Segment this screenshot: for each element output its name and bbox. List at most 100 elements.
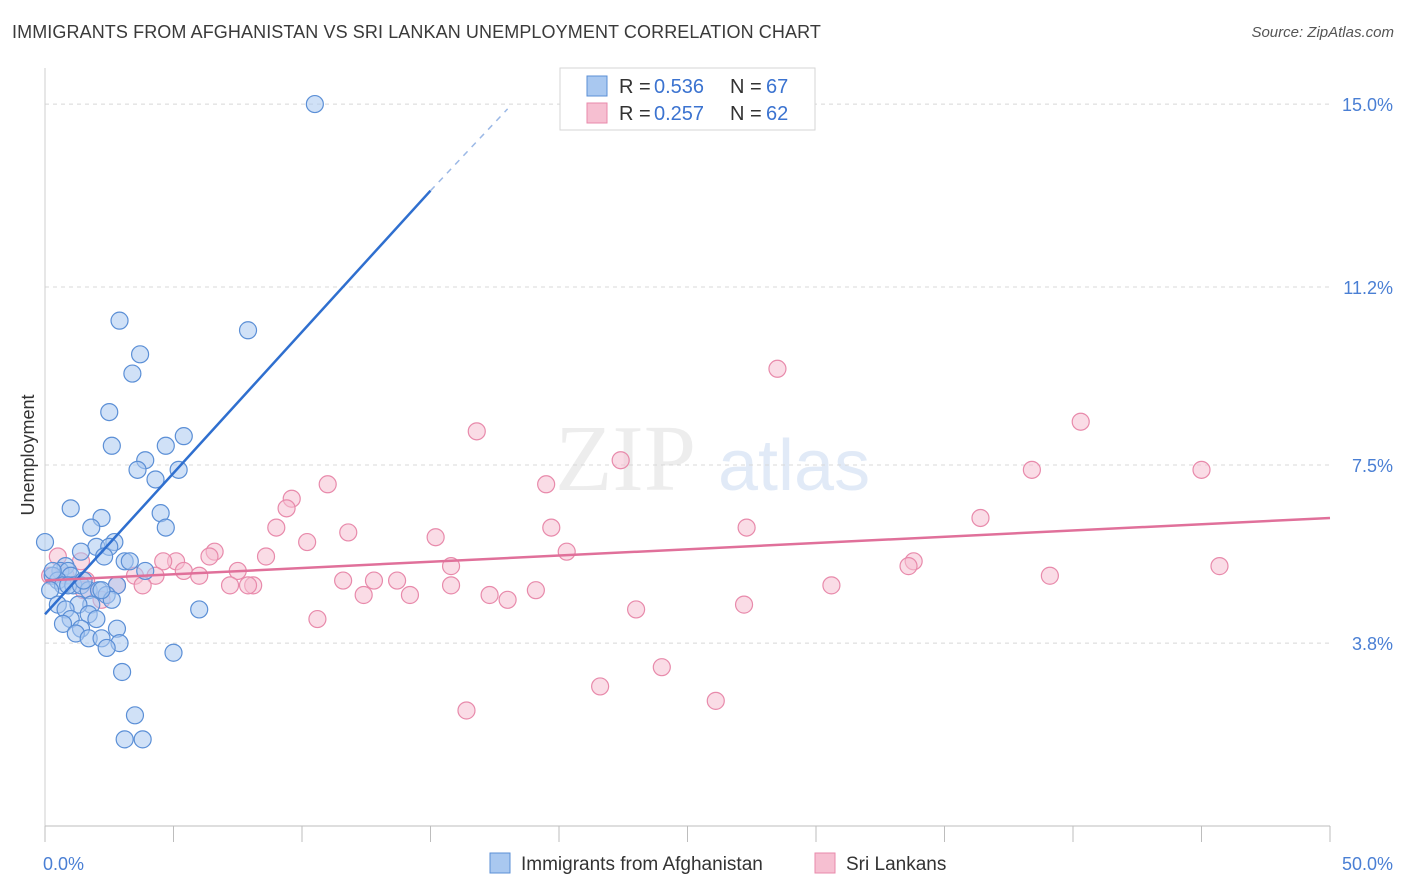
afghanistan-point xyxy=(164,643,183,662)
legend-n-value: 67 xyxy=(766,76,788,98)
y-tick-label: 11.2% xyxy=(1343,278,1393,298)
afghanistan-point xyxy=(130,345,150,364)
legend-n-value: 62 xyxy=(766,103,788,125)
afghanistan-point xyxy=(115,730,134,749)
sri-lankans-point xyxy=(591,677,610,696)
sri-lankans-point xyxy=(400,585,420,605)
legend-r-label: R = xyxy=(619,76,651,98)
series-legend-swatch-pink[interactable] xyxy=(814,852,836,874)
legend-n-label: N = xyxy=(730,103,762,125)
sri-lankans-point xyxy=(238,576,258,595)
legend-r-label: R = xyxy=(619,103,651,125)
chart-title: IMMIGRANTS FROM AFGHANISTAN VS SRI LANKA… xyxy=(12,22,821,42)
sri-lankans-point xyxy=(441,576,461,595)
series-legend-swatch-blue[interactable] xyxy=(489,852,511,874)
sri-lankans-point xyxy=(557,542,576,561)
afghanistan-point xyxy=(102,436,121,455)
sri-lankans-point xyxy=(426,528,445,547)
sri-lankans-point xyxy=(899,557,918,576)
x-tick-label: 0.0% xyxy=(43,854,84,874)
afghanistan-point xyxy=(174,427,193,446)
sri-lankans-point xyxy=(154,552,173,571)
y-tick-label: 3.8% xyxy=(1352,634,1393,654)
sri-lankans-point xyxy=(542,518,561,537)
tick-labels: 3.8% 7.5% 11.2% 15.0% 0.0% 50.0% xyxy=(43,95,1393,874)
sri-lankans-point xyxy=(298,532,317,552)
sri-lankans-point xyxy=(822,576,841,595)
x-tick-label: 50.0% xyxy=(1342,854,1393,874)
afghanistan-point xyxy=(123,364,142,383)
afghanistan-point xyxy=(133,730,152,749)
afghanistan-point xyxy=(190,600,209,619)
afghanistan-point xyxy=(146,470,165,489)
series-legend-label-sri-lankans[interactable]: Sri Lankans xyxy=(846,854,946,875)
sri-lankans-point xyxy=(652,658,671,677)
afghanistan-point xyxy=(305,94,324,114)
legend-n-label: N = xyxy=(730,76,762,98)
y-tick-label: 15.0% xyxy=(1342,95,1393,115)
afghanistan-point xyxy=(100,402,119,422)
afghanistan-point xyxy=(128,460,147,479)
afghanistan-point xyxy=(61,499,80,518)
afghanistan-point xyxy=(238,321,258,340)
afghanistan-point xyxy=(92,581,111,600)
legend-swatch-pink xyxy=(586,102,608,124)
trend-lines xyxy=(44,108,1331,616)
sri-lankans-point xyxy=(1022,460,1041,479)
afghanistan-point xyxy=(97,638,116,658)
sri-lankans-point xyxy=(457,701,476,720)
sri-lankans-point xyxy=(190,566,209,585)
sri-lankans-point xyxy=(277,499,296,518)
sri-lankans-trend-line xyxy=(44,516,1331,582)
sri-lankans-point xyxy=(334,571,353,590)
legend-r-value: 0.536 xyxy=(654,76,704,98)
legend-r-value: 0.257 xyxy=(654,103,704,125)
afghanistan-point xyxy=(169,460,188,479)
afghanistan-point xyxy=(156,518,175,537)
sri-lankans-point xyxy=(354,585,373,605)
afghanistan-point xyxy=(120,552,139,571)
sri-lankans-point xyxy=(706,691,725,710)
sri-lankans-point xyxy=(611,451,630,470)
sri-lankans-point xyxy=(498,590,517,609)
afghanistan-point xyxy=(87,609,106,629)
sri-lankans-point xyxy=(220,576,240,595)
sri-lankans-point xyxy=(537,475,556,494)
sri-lankans-point xyxy=(1040,566,1059,585)
y-tick-label: 7.5% xyxy=(1352,456,1393,476)
sri-lankans-point xyxy=(768,359,787,378)
sri-lankans-point xyxy=(1210,557,1229,576)
legend-swatch-blue xyxy=(586,75,608,97)
sri-lankans-point xyxy=(318,475,337,494)
afghanistan-trend-extension xyxy=(429,108,509,192)
sri-lankans-point xyxy=(737,518,756,537)
stats-legend: R = 0.536 N = 67 R = 0.257 N = 62 xyxy=(559,67,816,131)
y-axis-label: Unemployment xyxy=(18,394,38,515)
afghanistan-point xyxy=(112,662,132,682)
watermark: ZIP atlas xyxy=(555,407,870,511)
afghanistan-point xyxy=(35,532,55,552)
afghanistan-trend-line xyxy=(44,189,432,616)
watermark-atlas: atlas xyxy=(718,426,870,506)
afghanistan-points xyxy=(35,94,324,749)
sri-lankans-point xyxy=(256,547,276,566)
afghanistan-point xyxy=(71,542,91,561)
sri-lankans-point xyxy=(1071,412,1090,431)
sri-lankans-point xyxy=(308,609,327,629)
sri-lankans-point xyxy=(1192,460,1211,479)
afghanistan-point xyxy=(74,571,93,590)
afghanistan-point xyxy=(110,311,129,330)
afghanistan-point xyxy=(41,581,60,600)
sri-lankans-point xyxy=(267,518,286,537)
afghanistan-point xyxy=(82,518,101,537)
afghanistan-point xyxy=(43,561,62,581)
sri-lankans-point xyxy=(200,547,219,566)
sri-lankans-point xyxy=(364,571,384,590)
sri-lankans-point xyxy=(734,595,754,614)
sri-lankans-point xyxy=(467,422,486,441)
afghanistan-point xyxy=(156,436,175,455)
sri-lankans-point xyxy=(526,581,545,600)
afghanistan-point xyxy=(125,706,145,725)
series-legend-label-afghanistan[interactable]: Immigrants from Afghanistan xyxy=(521,854,763,875)
